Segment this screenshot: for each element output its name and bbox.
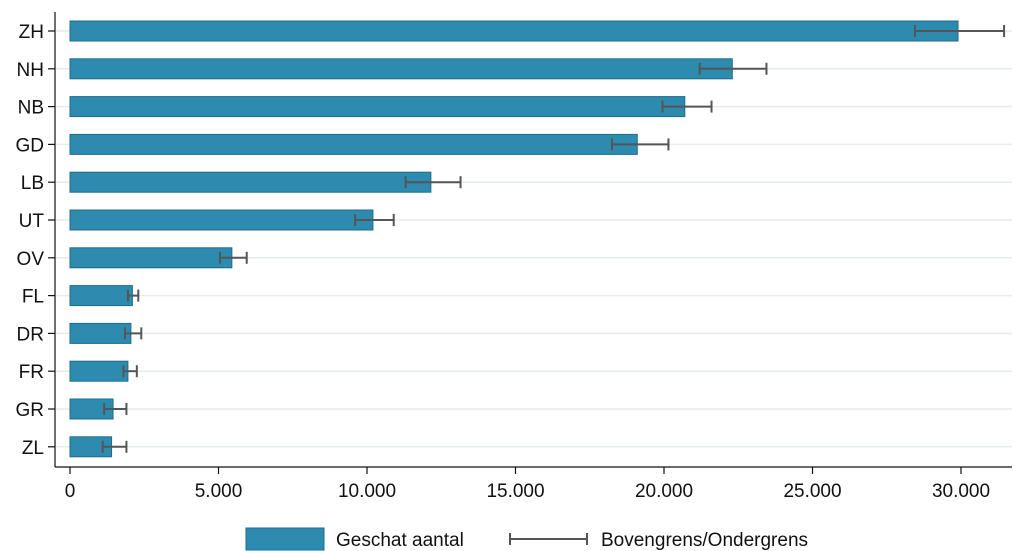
- y-tick-label-fl: FL: [22, 287, 44, 308]
- x-tick-label: 15.000: [486, 481, 544, 502]
- axes: ZH NH NB GD LB UT OV FL DR FR GR ZL 0 5.000 10.000 15.0…: [16, 12, 1012, 502]
- bar-lb: [69, 171, 432, 193]
- y-tick-label-ut: UT: [19, 211, 45, 232]
- y-tick-label-fr: FR: [19, 362, 44, 383]
- bar-zh: [69, 20, 959, 42]
- y-tick-label-zl: ZL: [22, 438, 44, 459]
- bars: [69, 20, 959, 458]
- bar-dr: [69, 322, 132, 344]
- legend-bar-label: Geschat aantal: [336, 530, 464, 551]
- y-tick-label-nb: NB: [18, 98, 44, 119]
- bar-gd: [69, 133, 638, 155]
- bar-fr: [69, 360, 129, 382]
- y-tick-label-lb: LB: [21, 173, 44, 194]
- x-tick-label: 20.000: [635, 481, 693, 502]
- y-tick-label-gr: GR: [16, 400, 45, 421]
- y-tick-label-dr: DR: [17, 324, 44, 345]
- y-tick-label-nh: NH: [17, 60, 44, 81]
- y-tick-label-zh: ZH: [19, 22, 44, 43]
- x-tick-label: 5.000: [195, 481, 243, 502]
- bar-ov: [69, 247, 233, 269]
- x-tick-label: 0: [65, 481, 76, 502]
- bar-nh: [69, 58, 733, 80]
- x-tick-label: 10.000: [338, 481, 396, 502]
- error-bars: [101, 25, 1006, 453]
- bar-ut: [69, 209, 374, 231]
- x-tick-label: 30.000: [932, 481, 990, 502]
- y-tick-label-ov: OV: [17, 249, 45, 270]
- y-tick-label-gd: GD: [16, 135, 45, 156]
- bar-nb: [69, 96, 686, 118]
- grid: [56, 30, 1012, 448]
- bar-fl: [69, 285, 133, 307]
- x-tick-label: 25.000: [783, 481, 841, 502]
- legend-errorbar-label: Bovengrens/Ondergrens: [601, 530, 808, 551]
- legend-bar-swatch: [245, 527, 325, 551]
- legend: Geschat aantal Bovengrens/Ondergrens: [245, 527, 808, 551]
